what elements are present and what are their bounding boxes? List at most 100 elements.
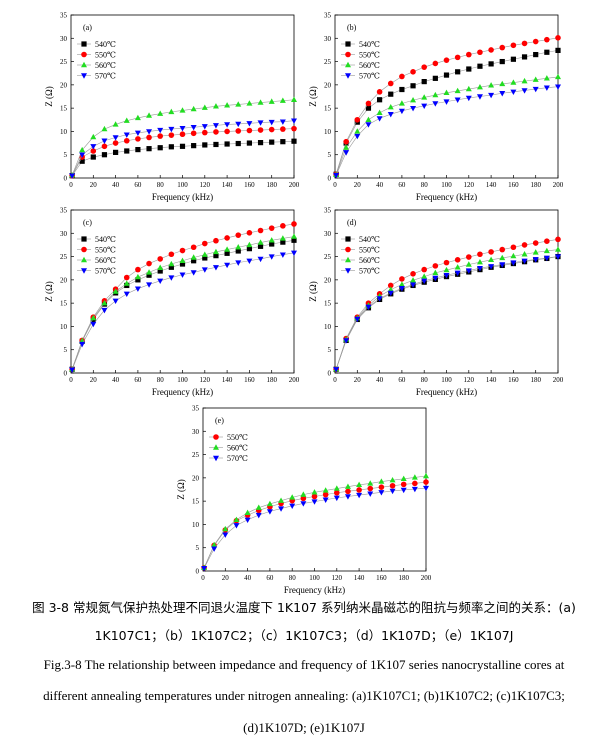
legend-label: 560℃ — [95, 61, 116, 70]
legend-marker — [213, 455, 219, 462]
data-point — [432, 263, 439, 269]
data-point — [190, 270, 197, 276]
data-point — [410, 97, 417, 103]
y-tick-label: 5 — [64, 151, 68, 159]
x-tick-label: 40 — [112, 376, 120, 384]
data-point — [510, 42, 517, 49]
data-point — [521, 242, 528, 248]
data-point — [269, 241, 275, 247]
data-point — [224, 235, 230, 241]
data-point — [499, 58, 505, 65]
data-point — [213, 237, 219, 244]
data-point — [544, 49, 550, 55]
data-point — [101, 125, 108, 132]
data-point — [235, 121, 242, 128]
y-tick-label: 25 — [324, 58, 332, 66]
data-point — [476, 83, 483, 90]
x-tick-label: 180 — [530, 376, 541, 384]
data-point — [278, 497, 285, 503]
y-tick-label: 10 — [60, 323, 68, 331]
data-point — [146, 146, 152, 152]
y-tick-label: 20 — [60, 276, 68, 284]
series-markers — [333, 254, 561, 373]
data-point — [399, 73, 405, 80]
series-markers — [333, 84, 561, 179]
chart-panel-a: 0 20 40 60 80 100 120 140 160 180 200 0 5 10 15 20 25 30 3… — [44, 12, 300, 203]
data-point — [257, 256, 264, 263]
data-point — [510, 260, 517, 266]
data-point — [280, 223, 286, 229]
data-point — [521, 54, 528, 60]
x-tick-label: 200 — [289, 181, 300, 189]
legend-label: 540℃ — [359, 40, 380, 49]
data-point — [510, 244, 517, 251]
y-tick-label: 15 — [324, 105, 332, 113]
data-point — [521, 88, 528, 94]
data-point — [244, 509, 251, 515]
x-tick-label: 120 — [464, 376, 475, 384]
y-tick-label: 15 — [324, 300, 332, 308]
data-point — [376, 109, 383, 115]
data-point — [266, 509, 273, 515]
data-point — [432, 101, 439, 107]
x-tick-label: 200 — [553, 376, 564, 384]
y-tick-label: 10 — [324, 323, 332, 331]
legend-marker — [81, 236, 87, 242]
y-tick-label: 35 — [324, 12, 332, 20]
data-point — [257, 120, 264, 126]
data-point — [112, 298, 119, 305]
data-point — [544, 238, 550, 245]
data-point — [179, 261, 186, 267]
data-point — [213, 129, 219, 135]
data-point — [278, 506, 285, 512]
data-point — [279, 97, 286, 103]
data-point — [224, 250, 230, 256]
data-point — [532, 76, 539, 82]
data-point — [289, 503, 296, 509]
data-point — [233, 516, 240, 522]
series-markers — [69, 250, 297, 373]
data-point — [168, 251, 175, 258]
data-point — [168, 132, 175, 138]
y-tick-label: 20 — [192, 474, 200, 482]
data-point — [443, 99, 450, 105]
legend-marker — [81, 256, 87, 263]
legend-marker — [81, 268, 87, 274]
data-point — [201, 251, 208, 257]
data-point — [410, 282, 417, 288]
data-point — [377, 97, 383, 103]
data-point — [443, 273, 450, 279]
legend-marker — [213, 444, 219, 450]
data-point — [389, 488, 396, 495]
x-tick-label: 160 — [244, 376, 255, 384]
data-point — [333, 367, 340, 373]
data-point — [466, 51, 472, 58]
data-point — [400, 481, 407, 488]
data-point — [410, 277, 417, 283]
data-point — [235, 101, 242, 107]
data-point — [190, 130, 197, 137]
legend-marker — [81, 246, 87, 253]
data-point — [113, 149, 119, 155]
x-tick-label: 140 — [222, 376, 233, 384]
y-tick-label: 25 — [60, 58, 68, 66]
chart-panel-b: 0 20 40 60 80 100 120 140 160 180 200 0 5 10 15 20 25 30 3… — [308, 12, 564, 203]
x-tick-label: 0 — [333, 376, 337, 384]
series-markers — [69, 233, 297, 372]
data-point — [344, 483, 351, 489]
data-point — [112, 135, 119, 141]
data-point — [201, 267, 208, 273]
data-point — [146, 134, 152, 141]
data-point — [146, 260, 152, 267]
data-point — [356, 481, 363, 488]
x-tick-label: 160 — [244, 181, 255, 189]
data-point — [488, 92, 495, 99]
data-point — [235, 248, 241, 254]
data-point — [454, 257, 461, 263]
data-point — [255, 512, 262, 519]
data-point — [399, 86, 405, 93]
data-point — [257, 227, 264, 234]
data-point — [365, 105, 372, 111]
x-tick-label: 140 — [486, 181, 497, 189]
data-point — [322, 497, 329, 503]
